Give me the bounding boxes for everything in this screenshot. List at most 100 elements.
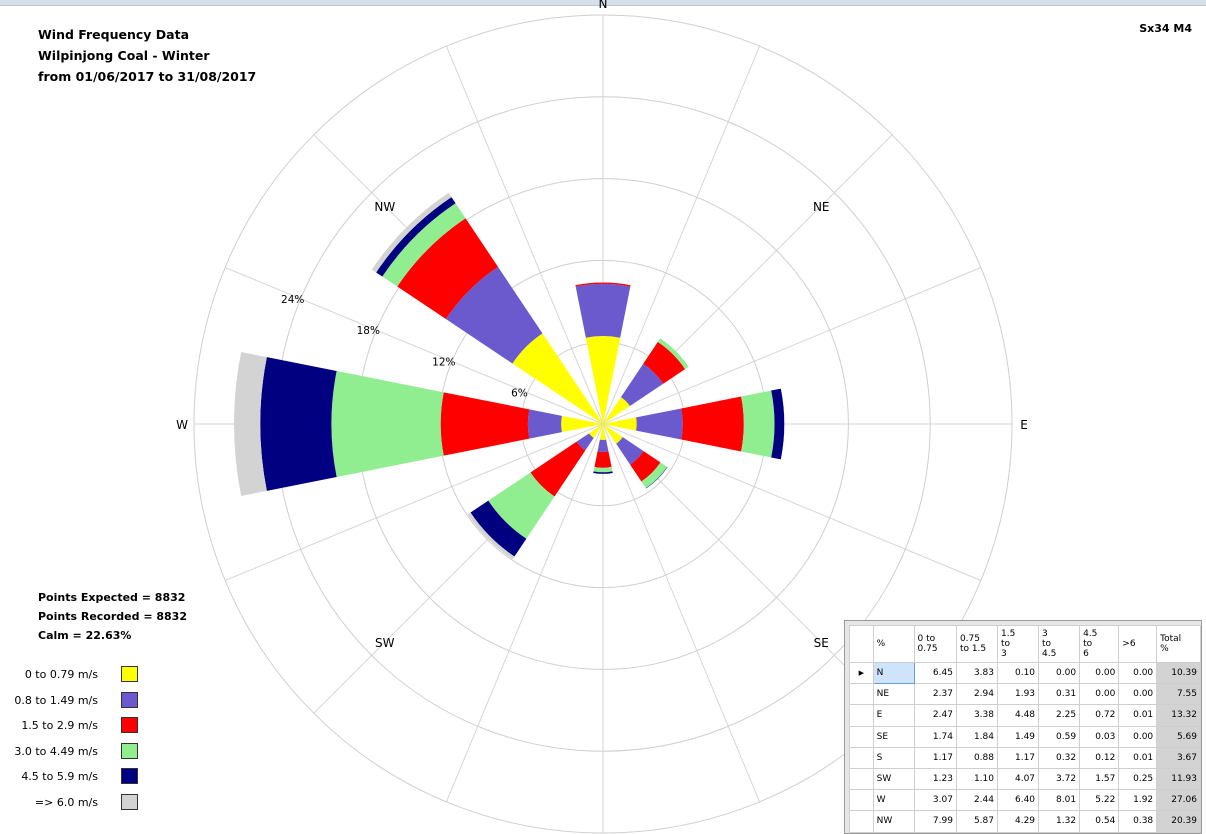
row-selector[interactable]	[849, 746, 874, 769]
table-cell[interactable]: 0.00	[1118, 683, 1158, 706]
table-cell[interactable]: 22.29	[955, 831, 998, 833]
table-cell[interactable]: 5.22	[1079, 789, 1120, 812]
table-total-row[interactable]: Total26.5022.2923.9316.518.202.58	[849, 831, 1201, 833]
table-row[interactable]: ▶ N 6.45 3.83 0.10 0.00 0.00 0.00 10.39	[849, 661, 1201, 685]
table-cell[interactable]: 27.06	[1156, 789, 1201, 812]
table-cell[interactable]: 3.67	[1156, 746, 1201, 769]
table-cell[interactable]: 3.07	[913, 789, 957, 812]
table-cell[interactable]: 6.40	[996, 789, 1040, 812]
column-header[interactable]: 3 to 4.5	[1038, 625, 1081, 663]
row-selector[interactable]: ▶	[849, 661, 874, 685]
table-cell[interactable]: 1.93	[996, 683, 1040, 706]
table-cell[interactable]: 13.32	[1156, 704, 1201, 727]
table-cell[interactable]: 1.17	[996, 746, 1040, 769]
row-selector[interactable]	[849, 810, 874, 833]
table-cell[interactable]: 0.88	[955, 746, 998, 769]
table-cell[interactable]: 20.39	[1156, 810, 1201, 833]
table-cell[interactable]: 1.49	[996, 725, 1040, 748]
table-cell[interactable]: 1.10	[955, 767, 998, 791]
table-cell[interactable]: 2.94	[955, 683, 998, 706]
table-cell[interactable]: 0.03	[1079, 725, 1120, 748]
table-cell[interactable]: 0.00	[1038, 661, 1081, 685]
table-cell[interactable]: 0.59	[1038, 725, 1081, 748]
table-cell[interactable]: 4.29	[996, 810, 1040, 833]
radial-gridline	[602, 423, 982, 581]
row-label-cell[interactable]: NW	[872, 810, 915, 833]
table-cell[interactable]: 1.74	[913, 725, 957, 748]
row-label-cell[interactable]: SE	[872, 725, 915, 748]
table-cell[interactable]: 1.92	[1118, 789, 1158, 812]
column-header[interactable]: %	[872, 625, 915, 663]
table-row[interactable]: W 3.07 2.44 6.40 8.01 5.22 1.92 27.06	[849, 789, 1201, 812]
row-label-cell[interactable]: S	[872, 746, 915, 769]
legend-swatch	[121, 768, 138, 785]
column-header[interactable]: 1.5 to 3	[996, 625, 1040, 663]
table-cell[interactable]: 2.44	[955, 789, 998, 812]
petal-segment	[512, 333, 603, 424]
table-cell[interactable]: 1.84	[955, 725, 998, 748]
table-cell[interactable]: 0.72	[1079, 704, 1120, 727]
row-label-cell[interactable]: SW	[872, 767, 915, 791]
table-cell[interactable]: 3.72	[1038, 767, 1081, 791]
table-row[interactable]: NE 2.37 2.94 1.93 0.31 0.00 0.00 7.55	[849, 683, 1201, 706]
table-cell[interactable]: 8.01	[1038, 789, 1081, 812]
table-cell[interactable]: 3.38	[955, 704, 998, 727]
table-row[interactable]: E 2.47 3.38 4.48 2.25 0.72 0.01 13.32	[849, 704, 1201, 727]
table-cell[interactable]: 4.07	[996, 767, 1040, 791]
table-cell[interactable]: 0.01	[1118, 746, 1158, 769]
row-selector[interactable]	[849, 704, 874, 727]
row-selector[interactable]	[849, 789, 874, 812]
table-cell[interactable]: 0.00	[1118, 661, 1158, 685]
legend-label: 0.8 to 1.49 m/s	[14, 693, 98, 707]
frequency-table-panel[interactable]: % 0 to 0.75 0.75 to 1.5 1.5 to 3 3 to 4.5 4.5 to 6 >6 T…	[844, 620, 1202, 834]
column-header[interactable]: Total%	[1156, 625, 1201, 663]
column-header[interactable]: >6	[1118, 625, 1158, 663]
frequency-table[interactable]: % 0 to 0.75 0.75 to 1.5 1.5 to 3 3 to 4.5 4.5 to 6 >6 T…	[849, 625, 1201, 833]
table-cell[interactable]: 0.38	[1118, 810, 1158, 833]
table-row[interactable]: SW 1.23 1.10 4.07 3.72 1.57 0.25 11.93	[849, 767, 1201, 791]
row-selector[interactable]	[849, 725, 874, 748]
table-cell[interactable]: 0.00	[1079, 661, 1120, 685]
table-cell[interactable]: 0.12	[1079, 746, 1120, 769]
column-header[interactable]: 4.5 to 6	[1079, 625, 1120, 663]
table-cell[interactable]: 0.00	[1079, 683, 1120, 706]
table-cell[interactable]: 1.17	[913, 746, 957, 769]
table-cell[interactable]: 10.39	[1156, 661, 1201, 685]
row-label-cell[interactable]: E	[872, 704, 915, 727]
table-cell[interactable]: 2.47	[913, 704, 957, 727]
table-row[interactable]: S 1.17 0.88 1.17 0.32 0.12 0.01 3.67	[849, 746, 1201, 769]
row-selector[interactable]	[849, 683, 874, 706]
table-cell[interactable]: 0.10	[996, 661, 1040, 685]
table-cell[interactable]: 0.54	[1079, 810, 1120, 833]
row-selector[interactable]	[849, 767, 874, 791]
table-cell[interactable]: 2.25	[1038, 704, 1081, 727]
table-cell[interactable]: 7.99	[913, 810, 957, 833]
row-label-cell[interactable]: W	[872, 789, 915, 812]
table-cell[interactable]: 7.55	[1156, 683, 1201, 706]
table-cell[interactable]: 11.93	[1156, 767, 1201, 791]
table-cell[interactable]: 1.57	[1079, 767, 1120, 791]
table-cell[interactable]: 0.31	[1038, 683, 1081, 706]
table-row[interactable]: NW 7.99 5.87 4.29 1.32 0.54 0.38 20.39	[849, 810, 1201, 833]
table-cell[interactable]: 4.48	[996, 704, 1040, 727]
table-cell[interactable]: 0.25	[1118, 767, 1158, 791]
table-cell[interactable]: 5.69	[1156, 725, 1201, 748]
table-cell[interactable]	[1156, 831, 1201, 833]
table-cell[interactable]: 0.01	[1118, 704, 1158, 727]
table-cell[interactable]: 1.23	[913, 767, 957, 791]
table-cell[interactable]: 5.87	[955, 810, 998, 833]
row-label-cell[interactable]: N	[872, 661, 915, 685]
table-cell[interactable]: 1.32	[1038, 810, 1081, 833]
table-cell[interactable]: 0.00	[1118, 725, 1158, 748]
table-cell[interactable]: 8.20	[1079, 831, 1120, 833]
column-header[interactable]: 0 to 0.75	[913, 625, 957, 663]
table-cell[interactable]: 26.50	[913, 831, 957, 833]
legend-swatch	[121, 717, 138, 734]
table-cell[interactable]: 6.45	[913, 661, 957, 685]
table-cell[interactable]: 3.83	[955, 661, 998, 685]
table-row[interactable]: SE 1.74 1.84 1.49 0.59 0.03 0.00 5.69	[849, 725, 1201, 748]
row-label-cell[interactable]: NE	[872, 683, 915, 706]
table-cell[interactable]: 2.37	[913, 683, 957, 706]
table-cell[interactable]: 0.32	[1038, 746, 1081, 769]
column-header[interactable]: 0.75 to 1.5	[955, 625, 998, 663]
